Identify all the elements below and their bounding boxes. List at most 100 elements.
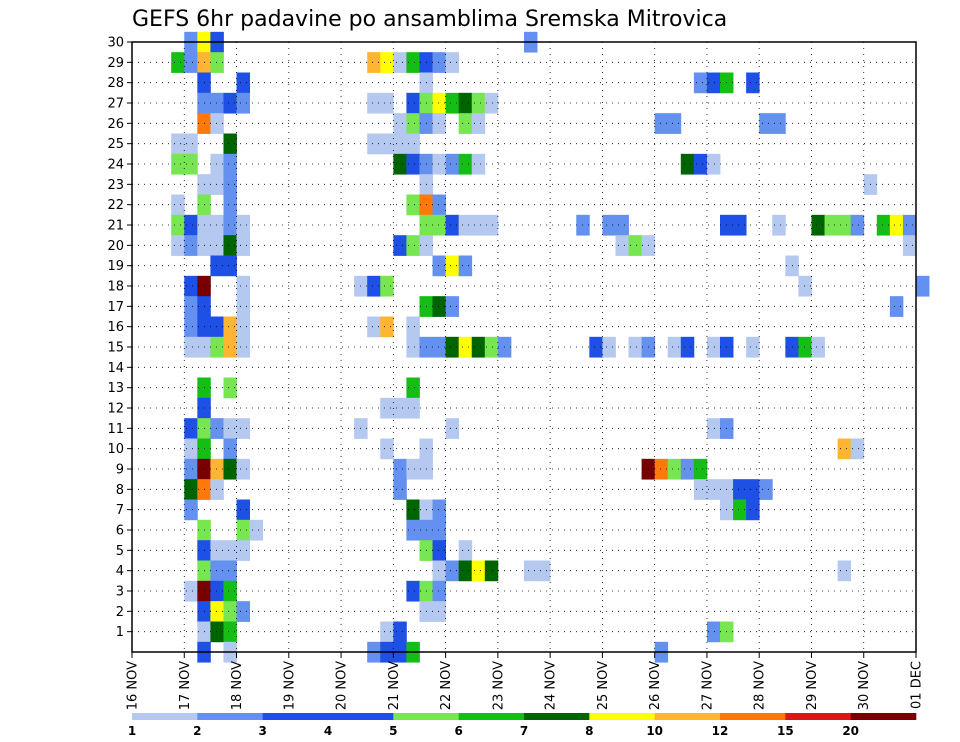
heatmap-cell xyxy=(406,194,420,216)
heatmap-cell xyxy=(406,458,420,480)
heatmap-cell xyxy=(916,275,930,297)
y-tick-label: 22 xyxy=(107,198,124,213)
heatmap-cell xyxy=(458,560,473,582)
heatmap-cell xyxy=(471,153,486,175)
heatmap-cell xyxy=(380,316,394,338)
legend-label: 15 xyxy=(777,724,794,738)
y-axis: 1234567891011121314151617181920212223242… xyxy=(107,36,132,640)
legend-swatch xyxy=(589,713,655,720)
heatmap-cell xyxy=(432,519,446,541)
y-tick-label: 2 xyxy=(116,605,124,620)
heatmap-cell xyxy=(184,52,198,73)
heatmap-cell xyxy=(837,438,852,460)
heatmap-cell xyxy=(210,235,224,256)
heatmap-cell xyxy=(524,560,538,582)
heatmap-cell xyxy=(458,214,473,236)
heatmap-cell xyxy=(184,458,198,480)
heatmap-cell xyxy=(223,194,237,216)
heatmap-cell xyxy=(667,336,682,358)
heatmap-cell xyxy=(432,336,446,358)
heatmap-cell xyxy=(746,479,760,500)
heatmap-cell xyxy=(458,113,473,134)
heatmap-cell xyxy=(171,52,185,73)
heatmap-cell xyxy=(406,52,420,73)
color-legend: 1 2 3 4 5 6 7 8 10 12 15 20 xyxy=(128,713,917,738)
heatmap-cell xyxy=(171,133,185,155)
heatmap-cell xyxy=(223,255,237,277)
y-tick-label: 11 xyxy=(107,422,124,437)
y-tick-label: 17 xyxy=(107,300,124,315)
heatmap-cell xyxy=(706,336,721,358)
legend-label: 4 xyxy=(324,724,332,738)
heatmap-cell xyxy=(184,214,198,236)
heatmap-cell xyxy=(367,316,381,338)
heatmap-cell xyxy=(445,153,460,175)
heatmap-cell xyxy=(432,499,446,521)
y-tick-label: 16 xyxy=(107,320,124,335)
x-tick-label: 21 NOV xyxy=(387,661,402,710)
y-tick-label: 12 xyxy=(107,402,124,417)
y-tick-label: 24 xyxy=(107,158,124,173)
heatmap-cell xyxy=(184,133,198,155)
x-tick-label: 22 NOV xyxy=(439,661,454,710)
heatmap-cell xyxy=(746,499,760,521)
heatmap-cell xyxy=(393,458,407,480)
y-tick-label: 30 xyxy=(107,36,124,51)
y-tick-label: 29 xyxy=(107,56,124,71)
heatmap-cell xyxy=(811,336,825,358)
heatmap-cell xyxy=(210,113,224,134)
heatmap-cell xyxy=(706,153,721,175)
heatmap-cell xyxy=(576,214,590,236)
heatmap-cell xyxy=(759,113,773,134)
x-tick-label: 24 NOV xyxy=(544,661,559,710)
y-tick-label: 9 xyxy=(116,463,124,478)
heatmap-cell xyxy=(236,418,250,439)
x-tick-label: 01 DEC xyxy=(910,661,925,709)
heatmap-cell xyxy=(615,214,629,236)
heatmap-cell xyxy=(380,275,394,297)
x-tick-label: 16 NOV xyxy=(126,661,141,710)
legend-label: 7 xyxy=(520,724,528,738)
heatmap-cell xyxy=(184,418,198,439)
heatmap-cell xyxy=(184,479,198,500)
heatmap-cell xyxy=(432,255,446,277)
heatmap-cell xyxy=(484,560,499,582)
heatmap-cell xyxy=(184,580,198,602)
heatmap-cell xyxy=(236,336,250,358)
x-tick-label: 19 NOV xyxy=(282,661,297,710)
heatmap-cell xyxy=(445,296,460,317)
heatmap-cell xyxy=(432,92,446,114)
heatmap-cell xyxy=(223,92,237,114)
x-tick-label: 25 NOV xyxy=(596,661,611,710)
heatmap-cell xyxy=(210,214,224,236)
heatmap-cell xyxy=(680,336,695,358)
legend-label: 1 xyxy=(128,724,136,738)
y-tick-label: 14 xyxy=(107,361,124,376)
heatmap-cell xyxy=(210,601,224,622)
heatmap-cell xyxy=(798,336,812,358)
heatmap-cell xyxy=(380,92,394,114)
heatmap-cell xyxy=(236,499,250,521)
heatmap-cell xyxy=(171,194,185,216)
heatmap-cell xyxy=(654,458,669,480)
heatmap-cell xyxy=(223,540,237,561)
heatmap-cell xyxy=(249,519,264,541)
heatmap-cell xyxy=(393,397,407,419)
heatmap-cell xyxy=(393,153,407,175)
heatmap-cell xyxy=(223,235,237,256)
heatmap-cell xyxy=(184,153,198,175)
heatmap-cell xyxy=(236,458,250,480)
heatmap-cell xyxy=(837,214,852,236)
heatmap-cell xyxy=(406,153,420,175)
y-tick-label: 26 xyxy=(107,117,124,132)
heatmap-cell xyxy=(223,418,237,439)
legend-swatch xyxy=(720,713,786,720)
heatmap-cell xyxy=(458,540,473,561)
heatmap-cell xyxy=(210,92,224,114)
heatmap-cell xyxy=(706,621,721,643)
heatmap-cell xyxy=(223,153,237,175)
heatmap-cell xyxy=(445,418,460,439)
heatmap-cell xyxy=(667,458,682,480)
heatmap-cell xyxy=(680,458,695,480)
y-tick-label: 10 xyxy=(107,442,124,457)
